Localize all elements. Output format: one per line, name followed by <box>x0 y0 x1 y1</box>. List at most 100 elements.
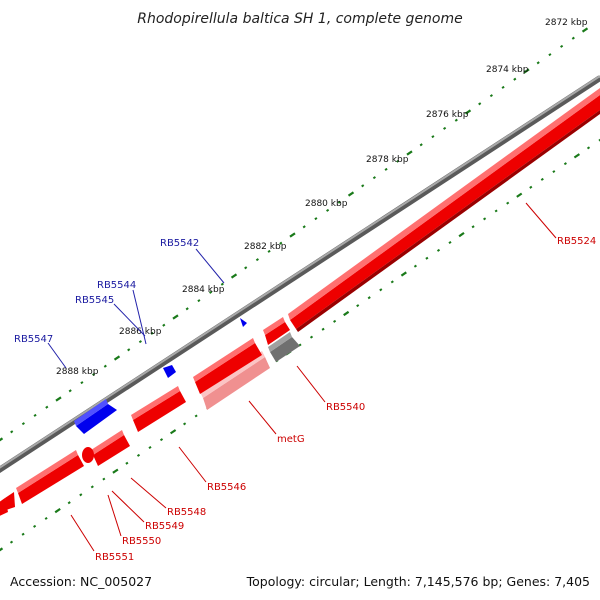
major-tick <box>516 192 523 198</box>
gene-RB5550-block[interactable] <box>16 450 84 504</box>
scale-label: 2880 kbp <box>305 199 348 209</box>
major-tick <box>54 507 61 514</box>
minor-tick <box>183 422 187 426</box>
scale-label: 2882 kbp <box>244 242 287 252</box>
gene-label-reverse[interactable]: RB5550 <box>122 536 161 547</box>
minor-tick <box>489 94 493 98</box>
minor-tick <box>150 331 154 335</box>
minor-tick <box>45 405 49 409</box>
minor-tick <box>419 143 423 147</box>
minor-tick <box>209 290 213 294</box>
minor-tick <box>302 225 306 229</box>
minor-tick <box>127 348 131 352</box>
minor-tick <box>413 264 417 268</box>
gene-RB5546-block[interactable] <box>131 386 186 432</box>
gene-RB5548-block[interactable] <box>91 430 130 466</box>
genome-summary-text: Topology: circular; Length: 7,145,576 bp… <box>246 574 590 589</box>
gene-label-reverse[interactable]: RB5549 <box>145 521 184 532</box>
major-tick <box>169 429 177 435</box>
minor-tick <box>478 102 482 106</box>
gene-label-reverse[interactable]: metG <box>277 434 305 445</box>
minor-tick <box>372 176 376 180</box>
minor-tick <box>552 170 556 174</box>
gene-red-mid[interactable] <box>193 338 262 394</box>
minor-tick <box>68 389 72 393</box>
scale-label: 2886 kbp <box>119 327 162 337</box>
minor-tick <box>436 248 441 252</box>
minor-tick <box>162 323 166 327</box>
minor-tick <box>90 485 94 489</box>
inner-tick-track <box>0 138 600 552</box>
gene-RB5544[interactable] <box>163 365 176 378</box>
gene-label-reverse[interactable]: RB5546 <box>207 482 246 493</box>
minor-tick <box>396 159 400 163</box>
minor-tick <box>384 167 388 171</box>
minor-tick <box>148 445 152 450</box>
major-tick <box>581 27 589 33</box>
minor-tick <box>540 177 544 181</box>
feature-gray[interactable] <box>268 332 300 362</box>
major-tick <box>464 109 472 115</box>
gene-label-reverse[interactable]: RB5540 <box>326 402 365 413</box>
scale-label: 2874 kbp <box>486 65 529 75</box>
gene-label-reverse[interactable]: RB5548 <box>167 507 206 518</box>
major-tick <box>289 232 296 238</box>
minor-tick <box>194 414 198 418</box>
gene-label-reverse[interactable]: RB5551 <box>95 552 134 563</box>
minor-tick <box>10 430 14 434</box>
gene-RB5547[interactable] <box>74 399 117 434</box>
minor-tick <box>536 61 540 65</box>
minor-tick <box>185 307 189 311</box>
major-tick <box>112 468 119 474</box>
gene-label-forward[interactable]: RB5544 <box>97 280 136 291</box>
minor-tick <box>548 53 552 57</box>
gene-label-reverse[interactable]: RB5524 <box>557 236 596 247</box>
minor-tick <box>454 118 458 122</box>
minor-tick <box>390 280 394 284</box>
minor-tick <box>244 266 248 270</box>
minor-tick <box>356 304 360 308</box>
minor-tick <box>21 422 25 426</box>
gene-label-forward[interactable]: RB5542 <box>160 238 199 249</box>
minor-tick <box>337 200 341 204</box>
minor-tick <box>326 208 330 212</box>
minor-tick <box>80 381 84 385</box>
scale-labels: 2872 kbp 2874 kbp 2876 kbp 2878 kbp 2880… <box>56 18 588 377</box>
minor-tick <box>103 364 107 368</box>
gene-RB5551-block[interactable] <box>0 492 15 518</box>
gene-label-forward[interactable]: RB5545 <box>75 295 114 306</box>
major-tick <box>55 396 62 402</box>
gene-RB5540-red[interactable] <box>263 317 290 345</box>
minor-tick <box>21 532 25 536</box>
major-tick <box>0 547 4 552</box>
gene-RB5524[interactable] <box>288 88 600 332</box>
gene-label-forward[interactable]: RB5547 <box>14 334 53 345</box>
minor-tick <box>506 201 510 205</box>
map-title: Rhodopirellula baltica SH 1, complete ge… <box>137 11 463 27</box>
minor-tick <box>197 299 201 303</box>
minor-tick <box>333 319 337 323</box>
forward-gene-labels: RB5542 RB5544 RB5545 RB5547 <box>14 238 225 369</box>
scale-label: 2888 kbp <box>56 367 99 377</box>
outer-tick-track <box>0 27 589 442</box>
minor-tick <box>33 524 37 528</box>
minor-tick <box>102 477 106 481</box>
minor-tick <box>314 217 318 221</box>
gene-RB5549-block[interactable] <box>82 447 94 463</box>
minor-tick <box>125 461 129 465</box>
minor-tick <box>379 288 383 292</box>
major-tick <box>172 314 179 320</box>
gene-RB5542[interactable] <box>240 318 247 327</box>
minor-tick <box>361 184 365 188</box>
scale-label: 2884 kbp <box>182 285 225 295</box>
major-tick <box>0 437 4 442</box>
reverse-strand-genes <box>0 88 600 518</box>
minor-tick <box>309 335 314 339</box>
minor-tick <box>431 135 435 139</box>
major-tick <box>347 191 355 197</box>
scale-label: 2878 kbp <box>366 155 409 165</box>
minor-tick <box>513 77 517 81</box>
minor-tick <box>448 240 452 245</box>
minor-tick <box>598 138 600 142</box>
